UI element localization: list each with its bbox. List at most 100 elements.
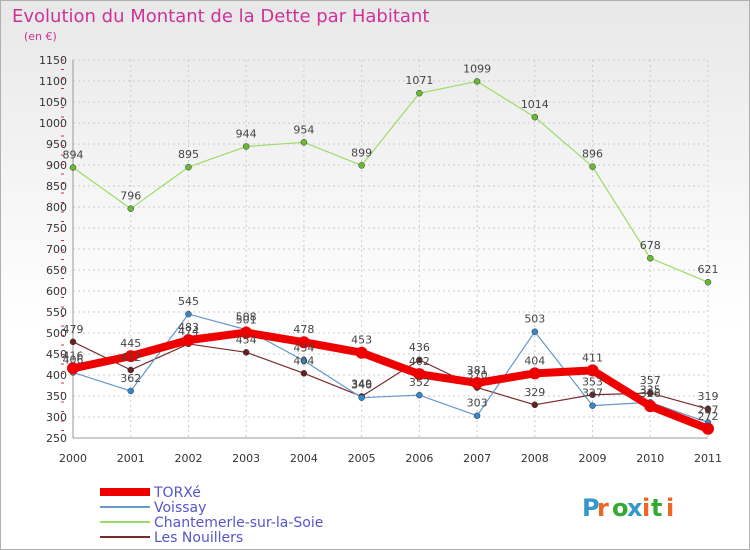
data-point-torx-	[586, 364, 599, 377]
data-label-les-nouillers: 349	[351, 377, 372, 390]
data-label-les-nouillers: 404	[293, 354, 314, 367]
data-label-chantemerle-sur-la-soie: 895	[178, 148, 199, 161]
data-point-voissay	[473, 412, 481, 419]
data-point-torx-	[240, 326, 253, 339]
data-point-voissay	[300, 357, 308, 364]
data-label-torx-: 272	[698, 410, 719, 423]
data-label-chantemerle-sur-la-soie: 621	[698, 263, 719, 276]
logo-letter: P	[582, 494, 600, 522]
data-point-chantemerle-sur-la-soie	[531, 113, 539, 121]
legend-label-torx-: TORXé	[153, 485, 201, 501]
data-point-les-nouillers	[589, 391, 596, 398]
data-point-chantemerle-sur-la-soie	[589, 163, 596, 170]
series-line-les-nouillers	[72, 341, 709, 410]
data-label-torx-: 402	[409, 355, 430, 368]
y-tick-label: 250	[46, 432, 67, 445]
data-point-torx-	[702, 422, 714, 435]
legend-label-les-nouillers: Les Nouillers	[154, 530, 243, 546]
y-tick-label: 800	[46, 201, 67, 214]
data-point-chantemerle-sur-la-soie	[473, 78, 481, 85]
x-tick-label: 2011	[694, 452, 722, 465]
data-point-chantemerle-sur-la-soie	[69, 164, 77, 171]
data-point-torx-	[297, 336, 310, 349]
data-labels: 894 796 895 944 954 899 1071 1099 1014 896 678 621 4…	[63, 62, 719, 422]
data-label-torx-: 404	[524, 354, 545, 367]
logo-letter: i	[666, 494, 674, 522]
data-label-torx-: 445	[120, 337, 141, 350]
data-point-chantemerle-sur-la-soie	[185, 163, 192, 171]
x-tick-label: 2008	[521, 452, 549, 465]
chart-subtitle: (en €)	[24, 30, 57, 43]
x-tick-label: 2009	[579, 452, 607, 465]
data-label-les-nouillers: 474	[178, 325, 199, 338]
data-point-torx-	[644, 400, 657, 413]
data-point-voissay	[185, 310, 192, 318]
data-label-voissay: 346	[351, 379, 372, 392]
logo-letter: i	[642, 494, 650, 522]
data-point-torx-	[471, 376, 484, 389]
data-label-voissay: 508	[236, 311, 257, 324]
series-group	[67, 78, 714, 435]
x-tick-label: 2004	[290, 452, 318, 465]
data-label-torx-: 453	[351, 334, 372, 347]
data-point-chantemerle-sur-la-soie	[647, 254, 654, 262]
legend-label-voissay: Voissay	[154, 500, 206, 516]
data-label-voissay: 303	[467, 397, 488, 410]
data-label-voissay: 406	[63, 353, 84, 366]
y-tick-label: 500	[46, 327, 67, 340]
data-point-voissay	[531, 328, 539, 335]
y-tick-label: 900	[46, 159, 67, 172]
data-point-les-nouillers	[127, 366, 134, 374]
data-point-les-nouillers	[300, 370, 308, 377]
series-line-torx-	[69, 328, 712, 433]
data-point-torx-	[124, 350, 137, 363]
data-label-les-nouillers: 319	[698, 390, 719, 403]
y-tick-label: 850	[46, 180, 67, 193]
data-label-torx-: 483	[178, 321, 199, 334]
data-label-voissay: 434	[293, 342, 314, 355]
data-label-chantemerle-sur-la-soie: 944	[236, 128, 257, 141]
x-tick-label: 2003	[232, 452, 260, 465]
x-tick-label: 2002	[174, 452, 202, 465]
x-tick-label: 2000	[59, 452, 87, 465]
data-label-torx-: 416	[63, 349, 84, 362]
data-label-voissay: 545	[178, 295, 199, 308]
data-label-voissay: 335	[640, 383, 661, 396]
data-label-chantemerle-sur-la-soie: 1071	[405, 74, 433, 87]
data-label-les-nouillers: 329	[524, 386, 545, 399]
x-tick-label: 2005	[348, 452, 376, 465]
data-point-chantemerle-sur-la-soie	[242, 143, 250, 150]
y-tick-label: 1050	[39, 96, 67, 109]
data-label-torx-: 478	[293, 323, 314, 336]
data-label-torx-: 326	[640, 387, 661, 400]
data-label-voissay: 362	[120, 372, 141, 385]
data-label-chantemerle-sur-la-soie: 894	[63, 149, 84, 162]
x-tick-label: 2010	[636, 452, 664, 465]
data-point-torx-	[413, 368, 426, 381]
data-label-torx-: 501	[236, 314, 257, 327]
y-tick-label: 450	[46, 348, 67, 361]
x-tick-label: 2006	[405, 452, 433, 465]
x-tick-label: 2007	[463, 452, 491, 465]
y-axis: 250 300 350 400 450 500 550 600 650 700 750 800 850 9…	[39, 54, 74, 445]
y-tick-label: 750	[46, 222, 67, 235]
data-label-torx-: 381	[467, 364, 488, 377]
proxiti-logo: Pr ox i t i	[582, 494, 674, 522]
x-axis: 2000 2001 2002 2003 2004 2005 2006 2007 2008 2009…	[59, 437, 722, 465]
data-point-les-nouillers	[531, 401, 539, 409]
data-point-torx-	[355, 346, 368, 359]
data-point-torx-	[67, 362, 79, 375]
data-point-chantemerle-sur-la-soie	[358, 162, 365, 169]
series-line-voissay	[72, 313, 709, 424]
logo-letter: r	[597, 494, 609, 522]
data-point-voissay	[416, 391, 423, 399]
logo-letter: x	[627, 494, 643, 522]
data-label-chantemerle-sur-la-soie: 896	[582, 148, 603, 161]
data-point-les-nouillers	[69, 338, 77, 346]
data-point-torx-	[528, 367, 541, 380]
data-label-chantemerle-sur-la-soie: 954	[293, 123, 314, 136]
data-point-chantemerle-sur-la-soie	[704, 278, 712, 286]
y-tick-label: 650	[46, 264, 67, 277]
